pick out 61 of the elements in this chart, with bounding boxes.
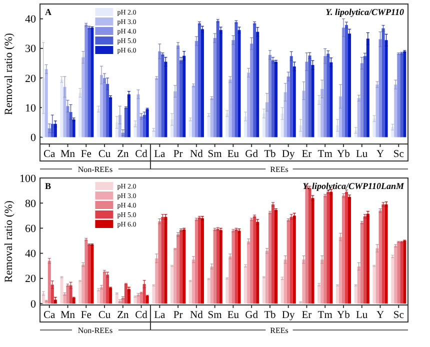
x-tick-label: Gd xyxy=(245,310,259,321)
text: Non-REEs xyxy=(78,326,113,335)
x-tick-label: Lu xyxy=(356,149,368,160)
x-tick-label: Yb xyxy=(337,149,350,160)
x-tick-label: Mn xyxy=(60,310,76,321)
x-tick-label: Er xyxy=(302,149,312,160)
x-tick-label: Y xyxy=(376,149,384,160)
text: Non-REEs xyxy=(78,164,113,174)
y-axis-title: Removal ratio (%) xyxy=(3,32,15,115)
y-tick-label: 40 xyxy=(25,248,36,260)
x-tick-label: Cu xyxy=(98,310,112,321)
x-tick-label: Y xyxy=(376,310,384,321)
y-tick-label: 100 xyxy=(20,172,36,185)
x-tick-label: Sm xyxy=(208,149,222,160)
x-tick-label: Lu xyxy=(356,310,368,321)
x-tick-label: Cu xyxy=(98,149,112,160)
x-tick-label: Ca xyxy=(44,310,56,321)
x-tick-label: Tb xyxy=(264,149,276,160)
x-tick-label: Er xyxy=(302,310,312,321)
x-tick-label: Sc xyxy=(393,310,404,321)
chart-subtitle: Y. lipolytica/CWP110LanM xyxy=(302,181,405,191)
y-tick-label: 30 xyxy=(25,43,36,56)
x-tick-label: Eu xyxy=(227,149,240,160)
y-tick-label: 40 xyxy=(25,14,36,26)
text: REEs xyxy=(270,326,288,335)
x-tick-label: Pr xyxy=(173,149,184,160)
y-tick-label: 80 xyxy=(25,198,36,210)
y-tick-label: 20 xyxy=(25,273,36,286)
y-tick-label: 20 xyxy=(25,72,36,85)
y-tick-label: 60 xyxy=(25,223,36,236)
x-tick-label: Fe xyxy=(80,149,92,160)
text: REEs xyxy=(270,164,288,174)
y-tick-label: 10 xyxy=(25,102,36,114)
x-tick-label: Nd xyxy=(190,149,204,160)
y-tick-label: 0 xyxy=(30,132,36,144)
x-tick-label: La xyxy=(154,310,166,321)
x-tick-label: Cd xyxy=(135,310,148,321)
x-tick-label: Mn xyxy=(60,149,76,160)
chart-subtitle: Y. lipolytica/CWP110 xyxy=(326,7,404,17)
x-tick-label: Eu xyxy=(227,310,240,321)
x-tick-label: Zn xyxy=(117,149,130,160)
x-tick-label: Dy xyxy=(282,149,296,160)
x-tick-label: Fe xyxy=(80,310,92,321)
x-tick-label: Cd xyxy=(135,149,148,160)
x-tick-label: Gd xyxy=(245,149,259,160)
x-tick-label: Tb xyxy=(264,310,276,321)
x-tick-label: Nd xyxy=(190,310,204,321)
y-axis-title: Removal ratio (%) xyxy=(3,200,15,282)
x-tick-label: Tm xyxy=(318,310,332,321)
x-tick-label: Zn xyxy=(117,310,130,321)
x-tick-label: Dy xyxy=(282,310,296,321)
x-tick-label: La xyxy=(154,149,166,160)
chart-title: A xyxy=(45,7,52,17)
y-tick-label: 0 xyxy=(30,298,36,310)
x-tick-label: Pr xyxy=(173,310,184,321)
x-tick-label: Sc xyxy=(393,149,404,160)
x-tick-label: Ca xyxy=(44,149,56,160)
chart-title: B xyxy=(45,181,52,191)
x-tick-label: Yb xyxy=(337,310,350,321)
x-tick-label: Sm xyxy=(208,310,222,321)
x-tick-label: Tm xyxy=(318,149,332,160)
